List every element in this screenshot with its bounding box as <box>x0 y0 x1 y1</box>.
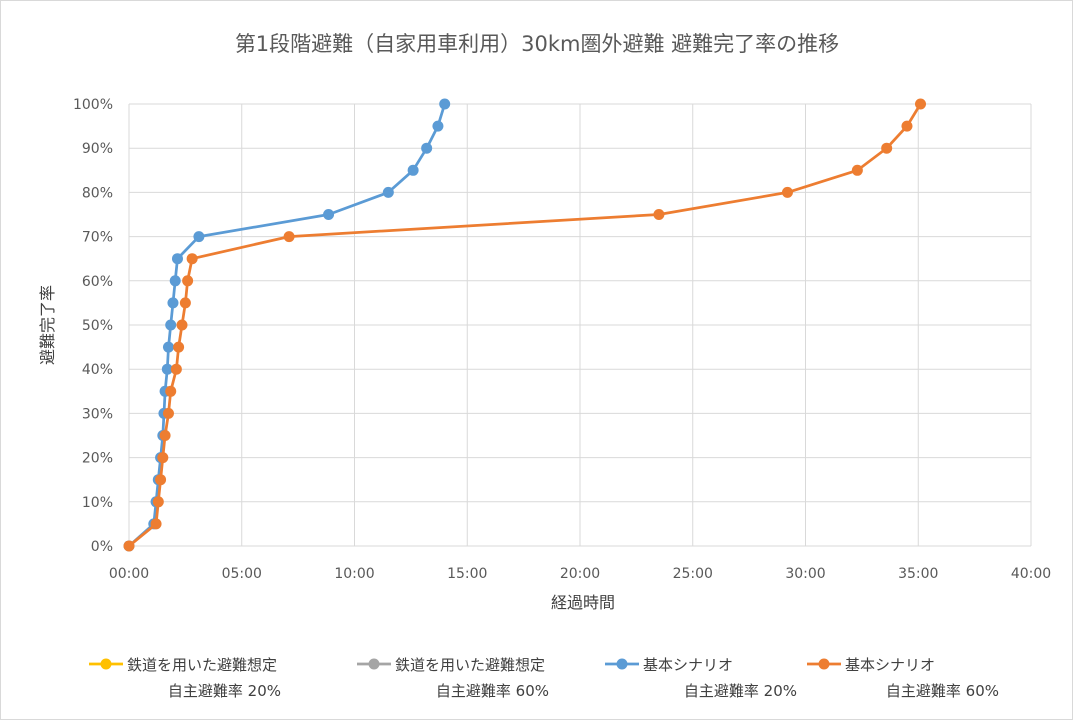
data-point <box>653 209 665 220</box>
x-tick-label: 30:00 <box>785 566 825 582</box>
y-tick-label: 50% <box>82 318 113 334</box>
y-tick-label: 100% <box>73 97 113 113</box>
data-point <box>283 231 295 243</box>
series-3 <box>123 98 927 552</box>
data-point <box>182 275 194 287</box>
data-point <box>162 341 174 353</box>
legend-label-line1: 鉄道を用いた避難想定 <box>127 656 277 674</box>
legend-label-line2: 自主避難率 20% <box>168 682 281 700</box>
data-point <box>167 297 179 309</box>
y-tick-label: 30% <box>82 406 113 422</box>
series-layer <box>123 98 927 552</box>
y-tick-label: 70% <box>82 230 113 246</box>
x-tick-label: 40:00 <box>1011 566 1051 582</box>
data-point <box>901 120 913 132</box>
y-tick-label: 0% <box>91 539 113 555</box>
data-point <box>881 142 893 154</box>
y-axis-label: 避難完了率 <box>38 285 57 365</box>
y-tick-label: 20% <box>82 451 113 467</box>
x-axis-label: 経過時間 <box>551 593 615 612</box>
data-point <box>162 407 174 419</box>
chart-title: 第1段階避難（自家用車利用）30km圏外避難 避難完了率の推移 <box>235 32 839 56</box>
legend-marker <box>818 658 830 670</box>
data-point <box>382 186 394 198</box>
data-point <box>155 474 167 486</box>
data-point <box>169 275 181 287</box>
data-point <box>851 164 863 176</box>
legend-marker <box>368 658 380 670</box>
x-axis-ticks: 00:00 05:00 10:00 15:00 20:00 25:00 30:00 35:00… <box>109 566 1051 582</box>
y-tick-label: 10% <box>82 495 113 511</box>
data-point <box>171 253 183 265</box>
legend-label-line2: 自主避難率 20% <box>684 682 797 700</box>
data-point <box>179 297 191 309</box>
data-point <box>186 253 198 265</box>
data-point <box>157 452 169 464</box>
data-point <box>150 518 162 530</box>
legend-marker <box>100 658 112 670</box>
legend-label-line1: 鉄道を用いた避難想定 <box>395 656 545 674</box>
data-point <box>173 341 185 353</box>
y-tick-label: 90% <box>82 141 113 157</box>
legend-marker <box>616 658 628 670</box>
data-point <box>432 120 444 132</box>
y-axis-ticks: 0% 10% 20% 30% 40% 50% 60% 70% 80% 90% 100% <box>73 97 113 555</box>
data-point <box>165 319 177 331</box>
y-tick-label: 80% <box>82 185 113 201</box>
legend-label-line2: 自主避難率 60% <box>886 682 999 700</box>
x-tick-label: 20:00 <box>560 566 600 582</box>
data-point <box>123 540 135 552</box>
x-tick-label: 15:00 <box>447 566 487 582</box>
data-point <box>170 363 182 375</box>
data-point <box>781 186 793 198</box>
legend-label-line2: 自主避難率 60% <box>436 682 549 700</box>
x-tick-label: 05:00 <box>222 566 262 582</box>
data-point <box>323 209 335 220</box>
data-point <box>152 496 164 508</box>
x-tick-label: 10:00 <box>334 566 374 582</box>
data-point <box>421 142 433 154</box>
data-point <box>915 98 927 110</box>
legend-label-line1: 基本シナリオ <box>845 656 935 674</box>
gridlines <box>128 103 1032 547</box>
y-tick-label: 40% <box>82 362 113 378</box>
legend-label-line1: 基本シナリオ <box>643 656 733 674</box>
data-point <box>439 98 451 110</box>
x-tick-label: 00:00 <box>109 566 149 582</box>
data-point <box>193 231 205 243</box>
data-point <box>165 385 177 397</box>
y-tick-label: 60% <box>82 274 113 290</box>
data-point <box>407 164 419 176</box>
data-point <box>161 363 173 375</box>
x-tick-label: 35:00 <box>898 566 938 582</box>
data-point <box>159 430 171 441</box>
x-tick-label: 25:00 <box>673 566 713 582</box>
data-point <box>176 319 188 331</box>
